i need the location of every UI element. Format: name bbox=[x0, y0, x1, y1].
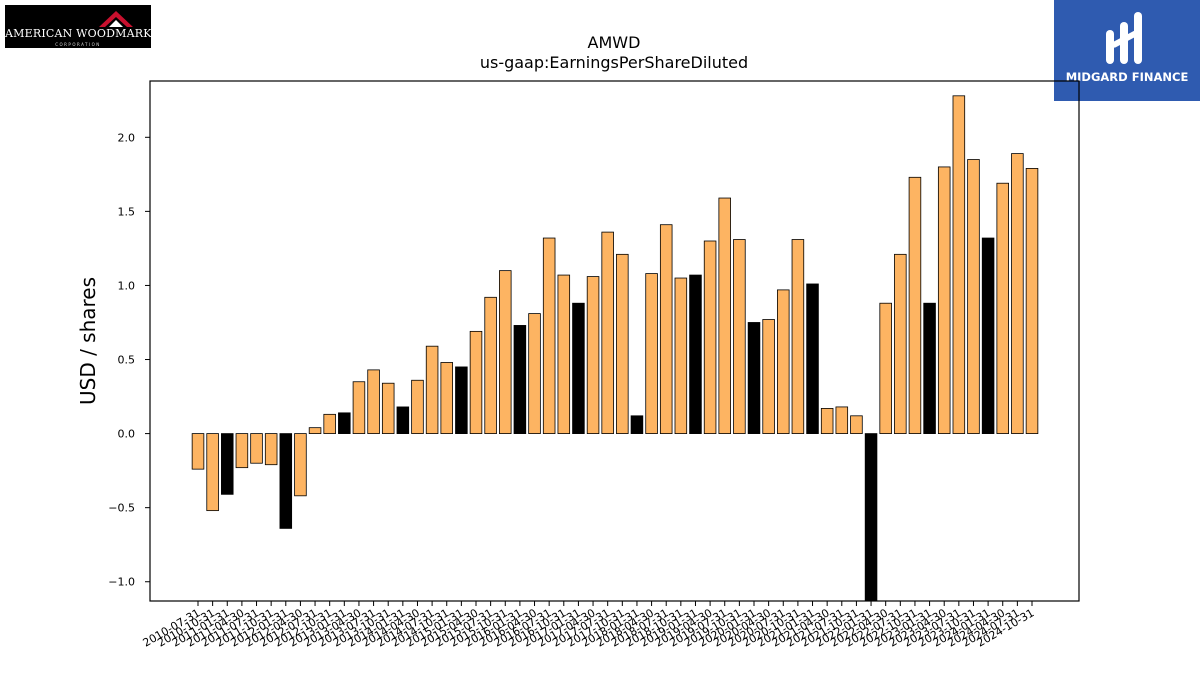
bar-2021-07-31 bbox=[835, 406, 849, 434]
chart-subtitle: us-gaap:EarningsPerShareDiluted bbox=[480, 53, 748, 72]
bar-2021-10-31 bbox=[850, 415, 863, 434]
y-axis-label: USD / shares bbox=[76, 277, 100, 405]
bar-2012-10-31 bbox=[323, 413, 336, 434]
bar-2014-07-31 bbox=[425, 345, 439, 435]
y-tick-label: −0.5 bbox=[108, 502, 135, 515]
bar-2015-01-31 bbox=[455, 366, 468, 434]
bar-2015-04-30 bbox=[469, 330, 483, 434]
bar-2019-01-31 bbox=[689, 274, 702, 434]
plot-frame bbox=[149, 80, 1080, 602]
bar-2017-01-31 bbox=[572, 302, 585, 434]
bar-2010-07-31 bbox=[191, 433, 205, 470]
bar-2016-10-31 bbox=[557, 274, 571, 434]
bar-2020-07-31 bbox=[777, 289, 790, 434]
american-woodmark-wordmark: AMERICAN WOODMARK bbox=[5, 27, 152, 40]
bar-2023-01-31 bbox=[923, 302, 936, 434]
bar-2013-07-31 bbox=[367, 369, 380, 434]
bar-2019-07-31 bbox=[718, 197, 731, 434]
bar-2020-01-31 bbox=[747, 322, 761, 434]
y-tick-label: 1.5 bbox=[118, 205, 136, 218]
bar-2019-04-30 bbox=[703, 240, 717, 434]
bar-2014-01-31 bbox=[396, 406, 410, 434]
bar-2012-04-30 bbox=[294, 433, 307, 497]
bar-2018-10-31 bbox=[674, 277, 688, 435]
midgard-m-icon bbox=[1106, 12, 1142, 64]
bar-2015-10-31 bbox=[499, 270, 512, 434]
y-ticks-group: −1.0 −0.5 0.0 0.5 1.0 1.5 2.0 bbox=[108, 131, 150, 589]
bar-2016-07-31 bbox=[542, 237, 556, 434]
bar-2022-07-31 bbox=[894, 253, 907, 434]
bar-2024-10-31 bbox=[1025, 168, 1039, 435]
bars-group bbox=[191, 95, 1039, 602]
x-ticks-group: 2010-07-312010-10-312011-01-312011-04-30… bbox=[141, 601, 1037, 650]
bar-2019-10-31 bbox=[733, 239, 746, 434]
y-tick-label: 2.0 bbox=[118, 131, 136, 144]
bar-2023-07-31 bbox=[952, 95, 966, 434]
bar-2014-10-31 bbox=[440, 362, 453, 434]
midgard-finance-logo: MIDGARD FINANCE bbox=[1054, 0, 1200, 101]
bar-2023-10-31 bbox=[967, 159, 980, 434]
bar-2011-01-31 bbox=[221, 433, 234, 495]
bar-2013-10-31 bbox=[381, 382, 395, 434]
bar-2016-04-30 bbox=[528, 313, 541, 434]
bar-2011-07-31 bbox=[250, 433, 263, 464]
bar-2017-04-30 bbox=[586, 276, 600, 434]
bar-2013-04-30 bbox=[352, 381, 366, 434]
bar-2016-01-31 bbox=[513, 325, 527, 434]
bar-2010-10-31 bbox=[206, 433, 219, 512]
bar-2020-10-31 bbox=[791, 239, 805, 434]
y-tick-label: 1.0 bbox=[118, 279, 136, 292]
bar-2023-04-30 bbox=[937, 166, 951, 435]
bar-2012-07-31 bbox=[308, 427, 322, 435]
chart-title: AMWD bbox=[588, 33, 641, 52]
bar-2012-01-31 bbox=[279, 433, 293, 529]
bar-2021-01-31 bbox=[806, 283, 819, 434]
bar-2011-10-31 bbox=[264, 433, 278, 466]
bar-2024-01-31 bbox=[981, 237, 995, 434]
bar-2014-04-30 bbox=[411, 379, 424, 434]
bar-2022-04-30 bbox=[879, 302, 892, 434]
bar-2024-04-30 bbox=[996, 182, 1009, 434]
bar-2024-07-31 bbox=[1011, 153, 1024, 434]
midgard-finance-wordmark: MIDGARD FINANCE bbox=[1065, 70, 1189, 84]
bar-2021-04-30 bbox=[820, 408, 834, 435]
bar-2013-01-31 bbox=[338, 412, 351, 434]
american-woodmark-subtext: CORPORATION bbox=[55, 42, 101, 47]
woodmark-house-icon bbox=[99, 11, 133, 27]
y-tick-label: 0.0 bbox=[118, 428, 136, 441]
american-woodmark-logo: AMERICAN WOODMARK CORPORATION bbox=[5, 5, 151, 48]
y-tick-label: 0.5 bbox=[118, 354, 136, 367]
bar-2017-07-31 bbox=[601, 231, 614, 434]
bar-2018-01-31 bbox=[630, 415, 644, 434]
y-tick-label: −1.0 bbox=[108, 576, 135, 589]
bar-2020-04-30 bbox=[762, 319, 775, 434]
bar-2015-07-31 bbox=[484, 296, 497, 434]
bar-2022-01-31 bbox=[864, 433, 878, 602]
bar-2018-04-30 bbox=[645, 273, 658, 434]
bar-2017-10-31 bbox=[616, 253, 629, 434]
bar-2011-04-30 bbox=[235, 433, 249, 469]
bar-2018-07-31 bbox=[659, 224, 673, 434]
bar-2022-10-31 bbox=[908, 176, 922, 434]
